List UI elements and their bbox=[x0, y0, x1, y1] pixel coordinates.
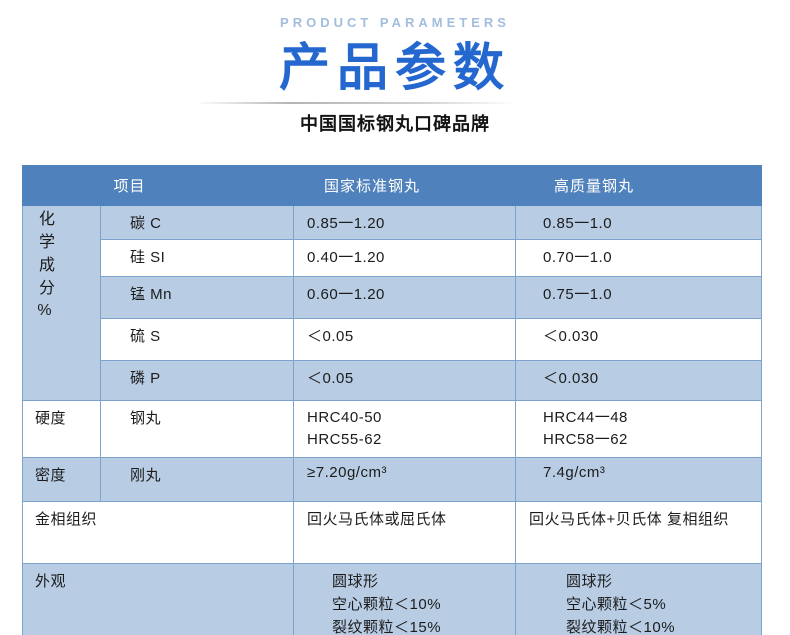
std-value-cell: ＜0.05 bbox=[293, 318, 517, 361]
std-value-cell: ＜0.05 bbox=[293, 360, 517, 401]
value-line: 裂纹颗粒＜10% bbox=[566, 619, 676, 635]
std-value-cell: 0.85一1.20 bbox=[293, 205, 517, 240]
value-line: HRC58一62 bbox=[543, 431, 628, 448]
item-cell: 刚丸 bbox=[99, 457, 295, 502]
row-label-cell: 硬度 bbox=[22, 400, 101, 458]
hq-value-cell: 回火马氏体+贝氏体 复相组织 bbox=[515, 501, 763, 564]
value-line: HRC55-62 bbox=[307, 431, 382, 448]
row-phosphorus: 磷 P ＜0.05 ＜0.030 bbox=[23, 360, 763, 401]
row-structure: 金相组织 回火马氏体或屈氏体 回火马氏体+贝氏体 复相组织 bbox=[21, 501, 763, 564]
value-line: 裂纹颗粒＜15% bbox=[332, 619, 442, 635]
std-value-cell: 0.40一1.20 bbox=[293, 239, 517, 277]
hq-value-cell: 0.85一1.0 bbox=[515, 205, 763, 240]
table-header-row: 项目 国家标准钢丸 高质量钢丸 bbox=[21, 165, 763, 206]
value-line: 圆球形 bbox=[566, 573, 613, 590]
hq-value-cell: 7.4g/cm³ bbox=[515, 457, 763, 502]
value-line: 空心颗粒＜5% bbox=[566, 596, 667, 613]
column-header-item: 项目 bbox=[21, 165, 295, 206]
item-cell: 锰 Mn bbox=[99, 276, 295, 319]
section-eyebrow: PRODUCT PARAMETERS bbox=[280, 15, 510, 30]
std-value-cell: 圆球形 空心颗粒＜10% 裂纹颗粒＜15% bbox=[293, 563, 517, 635]
item-cell: 硅 SI bbox=[99, 239, 295, 277]
value-line: 圆球形 bbox=[332, 573, 379, 590]
std-value-cell: 回火马氏体或屈氏体 bbox=[293, 501, 517, 564]
row-label-cell: 外观 bbox=[21, 563, 295, 635]
std-value-cell: 0.60一1.20 bbox=[293, 276, 517, 319]
hq-value-cell: 圆球形 空心颗粒＜5% 裂纹颗粒＜10% bbox=[515, 563, 763, 635]
row-silicon: 硅 SI 0.40一1.20 0.70一1.0 bbox=[23, 239, 763, 277]
value-line: 空心颗粒＜10% bbox=[332, 596, 442, 613]
hq-value-cell: ＜0.030 bbox=[515, 360, 763, 401]
row-label-cell: 金相组织 bbox=[21, 501, 295, 564]
page-title: 产品参数 bbox=[278, 39, 511, 96]
row-appearance: 外观 圆球形 空心颗粒＜10% 裂纹颗粒＜15% 圆球形 空心颗粒＜5% 裂纹颗… bbox=[21, 563, 763, 635]
product-spec-table: 项目 国家标准钢丸 高质量钢丸 化学成分% 碳 C 0.85一1.20 0.85… bbox=[21, 165, 763, 635]
hq-value-cell: HRC44一48 HRC58一62 bbox=[515, 400, 763, 458]
item-cell: 钢丸 bbox=[99, 400, 295, 458]
column-header-standard-shot: 国家标准钢丸 bbox=[293, 165, 517, 206]
std-value-cell: HRC40-50 HRC55-62 bbox=[293, 400, 517, 458]
title-divider bbox=[195, 102, 515, 104]
item-cell: 磷 P bbox=[99, 360, 295, 401]
page-subtitle: 中国国标钢丸口碑品牌 bbox=[300, 114, 490, 134]
item-cell: 碳 C bbox=[99, 205, 295, 240]
row-hardness: 硬度 钢丸 HRC40-50 HRC55-62 HRC44一48 HRC58一6… bbox=[22, 400, 763, 458]
column-header-quality-shot: 高质量钢丸 bbox=[515, 165, 763, 206]
chem-group-label: 化学成分% bbox=[36, 210, 53, 326]
value-line: HRC40-50 bbox=[307, 409, 382, 426]
hq-value-cell: 0.75一1.0 bbox=[515, 276, 763, 319]
spec-table-container: 项目 国家标准钢丸 高质量钢丸 化学成分% 碳 C 0.85一1.20 0.85… bbox=[21, 165, 763, 635]
chem-group-cell: 化学成分% bbox=[22, 205, 101, 401]
hq-value-cell: 0.70一1.0 bbox=[515, 239, 763, 277]
std-value-cell: ≥7.20g/cm³ bbox=[293, 457, 517, 502]
row-density: 密度 刚丸 ≥7.20g/cm³ 7.4g/cm³ bbox=[22, 457, 763, 502]
row-sulfur: 硫 S ＜0.05 ＜0.030 bbox=[23, 318, 763, 361]
item-cell: 硫 S bbox=[99, 318, 295, 361]
value-line: HRC44一48 bbox=[543, 409, 628, 426]
row-carbon: 化学成分% 碳 C 0.85一1.20 0.85一1.0 bbox=[22, 205, 763, 401]
row-label-cell: 密度 bbox=[22, 457, 101, 502]
row-manganese: 锰 Mn 0.60一1.20 0.75一1.0 bbox=[23, 276, 763, 319]
hq-value-cell: ＜0.030 bbox=[515, 318, 763, 361]
